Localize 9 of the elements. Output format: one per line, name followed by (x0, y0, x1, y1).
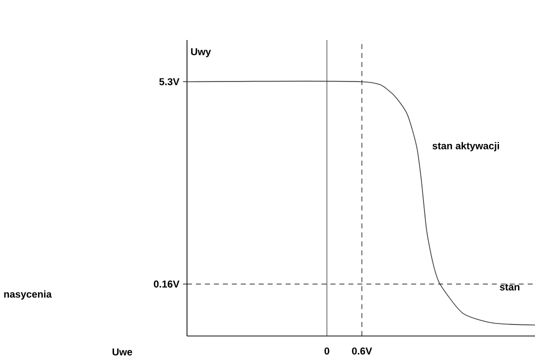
x-axis-title: Uwe (112, 348, 132, 356)
annotation: stan (500, 284, 520, 290)
y-tick-label: 5.3V (159, 78, 180, 86)
y-axis-title: Uwy (191, 48, 211, 58)
y-tick-label: 0.16V (154, 280, 180, 288)
annotation: stan aktywacji (432, 142, 499, 152)
x-tick-label: 0 (324, 347, 330, 355)
text: nasycenia (4, 290, 52, 300)
x-tick-label: 0.6V (352, 347, 372, 355)
